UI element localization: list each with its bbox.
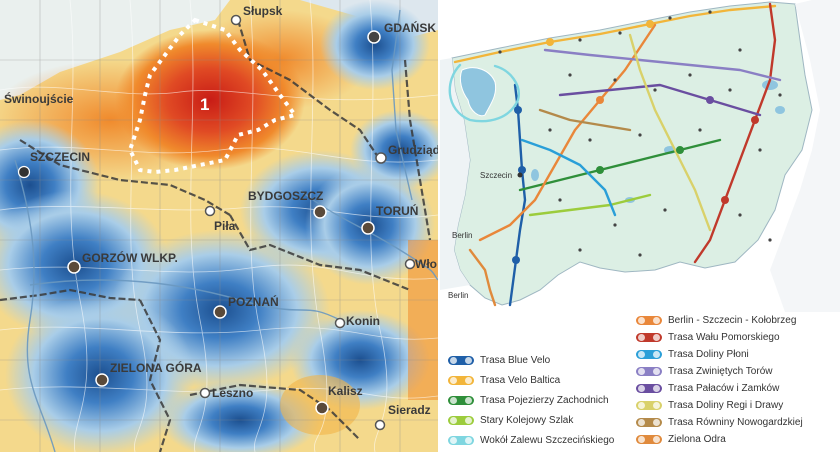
city-markers [17, 14, 416, 431]
city-marker-poznan [213, 305, 227, 319]
legend-item-doliny-ploni: Trasa Doliny Płoni [636, 346, 749, 362]
city-label-bydgoszcz: BYDGOSZCZ [248, 189, 323, 203]
city-label-sieradz: Sieradz [388, 403, 431, 417]
city-labels: Słupsk GDAŃSK Świnoujście SZCZECIN Grudz… [4, 4, 438, 417]
legend-swatch-icon [636, 366, 662, 376]
route-zalew [448, 63, 520, 123]
route-palacow-zamkow [558, 83, 762, 117]
town-dots [498, 10, 782, 257]
legend-item-zwinietych-torow: Trasa Zwiniętych Torów [636, 363, 772, 379]
map-label-berlin-1: Berlin [452, 231, 472, 240]
choropleth-map-canvas: 1 Słupsk GDAŃSK Świnoujście SZCZECIN Gru [0, 0, 438, 452]
city-label-swinoujscie: Świnoujście [4, 91, 74, 106]
city-label-slupsk: Słupsk [243, 4, 283, 18]
legend-swatch-icon [448, 415, 474, 425]
route-regi-drawy [628, 33, 712, 232]
city-marker-zielona-gora [95, 373, 109, 387]
route-velo-baltica [453, 4, 777, 64]
legend-swatch-icon [636, 400, 662, 410]
city-marker-konin [334, 317, 346, 329]
city-label-poznan: POZNAŃ [228, 294, 279, 309]
city-marker-bydgoszcz [313, 205, 327, 219]
route-stary-kolejowy [528, 193, 652, 217]
city-label-zielona-gora: ZIELONA GÓRA [110, 360, 202, 375]
legend-item-velo-baltica: Trasa Velo Baltica [448, 372, 560, 388]
region-number-label: 1 [200, 95, 209, 114]
route-zwinietych-torow [543, 48, 782, 82]
city-label-gorzow: GORZÓW WLKP. [82, 250, 178, 265]
route-pojezierzy [518, 138, 722, 192]
routes-legend: Trasa Blue Velo Trasa Velo Baltica Trasa… [440, 312, 840, 452]
legend-swatch-icon [636, 417, 662, 427]
city-marker-wloclawek [404, 258, 416, 270]
city-label-szczecin: SZCZECIN [30, 150, 90, 164]
legend-item-walu-pomorskiego: Trasa Wału Pomorskiego [636, 329, 780, 345]
route-badges [512, 20, 759, 264]
map-label-szczecin: Szczecin [480, 171, 512, 180]
legend-swatch-icon [448, 435, 474, 445]
legend-swatch-icon [636, 434, 662, 444]
city-marker-sieradz [374, 419, 386, 431]
legend-item-blue-velo: Trasa Blue Velo [448, 352, 550, 368]
legend-item-pojezierzy: Trasa Pojezierzy Zachodnich [448, 392, 609, 408]
city-marker-pila [204, 205, 216, 217]
legend-swatch-icon [448, 355, 474, 365]
city-label-gdansk: GDAŃSK [384, 20, 436, 35]
city-marker-leszno [199, 387, 211, 399]
legend-swatch-icon [636, 349, 662, 359]
city-marker-kalisz [315, 401, 329, 415]
city-label-leszno: Leszno [212, 386, 253, 400]
city-label-grudziadz: Grudziądz [388, 143, 438, 157]
legend-item-berlin-kolobrzeg: Berlin - Szczecin - Kołobrzeg [636, 312, 796, 328]
route-doliny-ploni [520, 138, 617, 217]
route-blue-velo [508, 83, 527, 307]
city-marker-torun [361, 221, 375, 235]
legend-item-regi-drawy: Trasa Doliny Regi i Drawy [636, 397, 783, 413]
city-label-kalisz: Kalisz [328, 384, 363, 398]
choropleth-map: 1 Słupsk GDAŃSK Świnoujście SZCZECIN Gru [0, 0, 438, 452]
legend-swatch-icon [448, 395, 474, 405]
legend-item-rowniny-nowogardzkiej: Trasa Równiny Nowogardzkiej [636, 414, 803, 430]
legend-swatch-icon [636, 332, 662, 342]
city-label-konin: Konin [346, 314, 380, 328]
city-label-wloclawek: Wło [415, 257, 437, 271]
city-marker-szczecin [17, 165, 31, 179]
legend-swatch-icon [636, 383, 662, 393]
map-label-berlin-2: Berlin [448, 291, 468, 300]
city-marker-gorzow [67, 260, 81, 274]
city-marker-grudziadz [375, 152, 387, 164]
panel-divider [438, 0, 440, 452]
route-berlin-kolobrzeg [478, 23, 657, 242]
route-zielona-odra [468, 248, 497, 307]
legend-item-palacow-zamkow: Trasa Pałaców i Zamków [636, 380, 779, 396]
city-label-torun: TORUŃ [376, 203, 418, 218]
route-rowniny-nowogardzkiej [538, 108, 632, 132]
legend-item-zalew: Wokół Zalewu Szczecińskiego [448, 432, 614, 448]
legend-swatch-icon [448, 375, 474, 385]
city-label-pila: Piła [214, 219, 236, 233]
city-marker-gdansk [367, 30, 381, 44]
legend-item-stary-kolejowy: Stary Kolejowy Szlak [448, 412, 573, 428]
legend-item-zielona-odra: Zielona Odra [636, 431, 726, 447]
cycling-routes-map-canvas: Szczecin Berlin Berlin [440, 0, 840, 312]
cycling-routes-map: Szczecin Berlin Berlin Trasa Blue Velo T… [440, 0, 840, 452]
route-walu-pomorskiego [693, 2, 777, 264]
city-marker-slupsk [230, 14, 242, 26]
legend-swatch-icon [636, 315, 662, 325]
